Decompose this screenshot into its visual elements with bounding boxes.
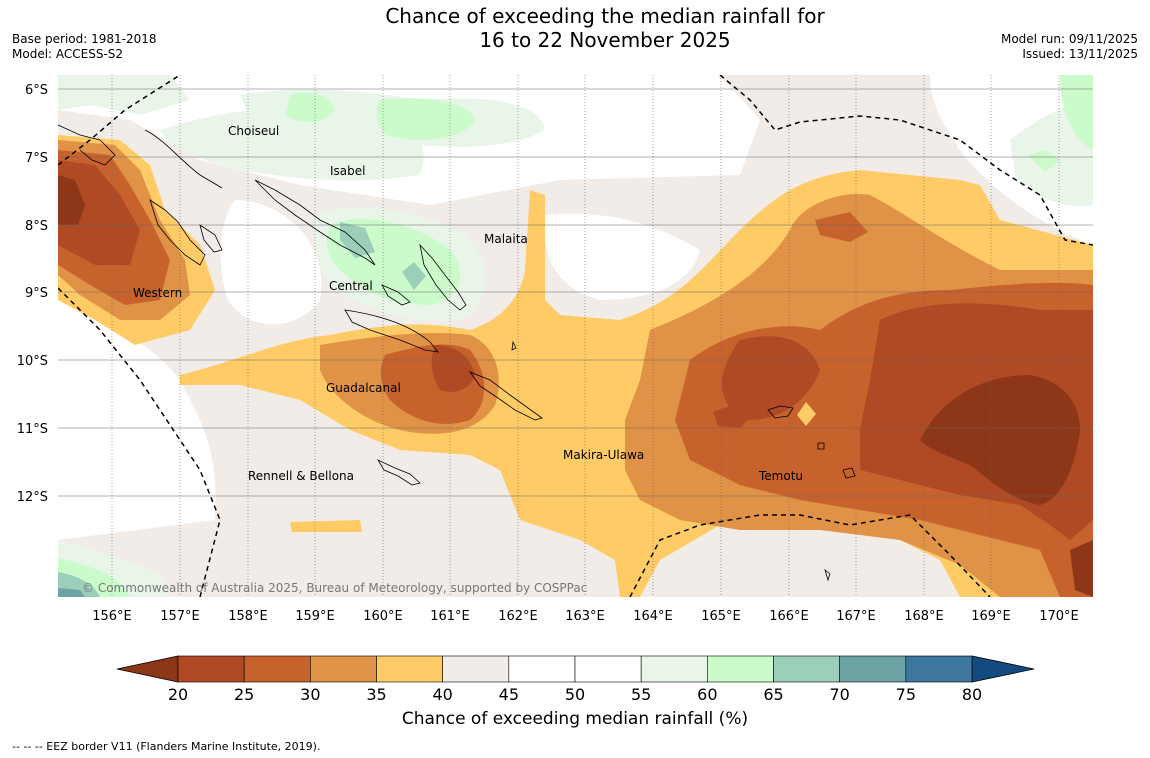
colorbar-segment [707, 655, 774, 683]
colorbar-tick-label: 80 [962, 685, 982, 704]
graticule [58, 75, 1093, 597]
map-title-line-2: 16 to 22 November 2025 [479, 28, 731, 52]
colorbar: 20 25 30 35 40 45 50 55 60 65 70 75 80 [116, 655, 1035, 704]
colorbar-segment [574, 655, 642, 683]
lon-label: 162°E [498, 609, 538, 624]
probability-contours [58, 75, 1093, 597]
lat-label: 7°S [25, 151, 48, 166]
colorbar-tick-label: 25 [234, 685, 254, 704]
lat-label: 8°S [25, 219, 48, 234]
lon-label: 164°E [633, 609, 673, 624]
colorbar-segment [773, 655, 840, 683]
lon-label: 165°E [701, 609, 741, 624]
region-label-malaita: Malaita [484, 232, 528, 246]
colorbar-tick-label: 60 [697, 685, 717, 704]
map-title-line-1: Chance of exceeding the median rainfall … [385, 4, 825, 28]
colorbar-tick-label: 55 [631, 685, 651, 704]
region-labels: Choiseul Isabel Malaita Western Central … [133, 124, 803, 483]
region-label-rennell-bellona: Rennell & Bellona [248, 469, 354, 483]
lon-label: 156°E [92, 609, 132, 624]
eez-border [58, 75, 1093, 597]
lat-label: 10°S [17, 354, 48, 369]
region-label-isabel: Isabel [330, 164, 365, 178]
region-label-temotu: Temotu [758, 469, 803, 483]
longitude-labels: 156°E 157°E 158°E 159°E 160°E 161°E 162°… [92, 609, 1079, 624]
colorbar-segment [640, 655, 708, 683]
colorbar-segment [310, 655, 377, 683]
colorbar-tick-label: 65 [763, 685, 783, 704]
map-copyright: © Commonwealth of Australia 2025, Bureau… [82, 581, 587, 595]
eez-footnote: -- -- -- EEZ border V11 (Flanders Marine… [12, 740, 321, 753]
lon-label: 159°E [295, 609, 335, 624]
base-period: Base period: 1981-2018 [12, 32, 157, 46]
colorbar-segment [177, 655, 245, 683]
lat-label: 12°S [17, 490, 48, 505]
region-label-central: Central [329, 279, 373, 293]
lon-label: 161°E [430, 609, 470, 624]
colorbar-segment [442, 655, 510, 683]
colorbar-high-extend [971, 655, 1035, 683]
region-label-guadalcanal: Guadalcanal [326, 381, 401, 395]
coastlines [58, 124, 856, 582]
latitude-labels: 6°S 7°S 8°S 9°S 10°S 11°S 12°S [17, 83, 48, 505]
colorbar-label: Chance of exceeding median rainfall (%) [401, 709, 749, 729]
lat-label: 11°S [17, 422, 48, 437]
lon-label: 169°E [971, 609, 1011, 624]
issued-date: Issued: 13/11/2025 [1022, 47, 1138, 61]
colorbar-tick-label: 35 [366, 685, 386, 704]
lon-label: 168°E [904, 609, 944, 624]
meta-left: Base period: 1981-2018 Model: ACCESS-S2 [12, 32, 157, 62]
colorbar-tick-label: 45 [499, 685, 519, 704]
region-label-makira-ulawa: Makira-Ulawa [563, 448, 644, 462]
lon-label: 157°E [160, 609, 200, 624]
region-label-choiseul: Choiseul [228, 124, 279, 138]
lon-label: 160°E [363, 609, 403, 624]
colorbar-tick-label: 70 [829, 685, 849, 704]
colorbar-tick-label: 50 [565, 685, 585, 704]
meta-right: Model run: 09/11/2025 Issued: 13/11/2025 [1001, 32, 1138, 62]
model-name: Model: ACCESS-S2 [12, 47, 124, 61]
colorbar-segment [905, 655, 973, 683]
colorbar-low-extend [116, 655, 179, 683]
colorbar-segment [839, 655, 907, 683]
colorbar-tick-label: 40 [432, 685, 452, 704]
colorbar-tick-label: 75 [896, 685, 916, 704]
colorbar-tick-label: 30 [300, 685, 320, 704]
lon-label: 170°E [1039, 609, 1079, 624]
lon-label: 158°E [228, 609, 268, 624]
colorbar-segment [376, 655, 443, 683]
lon-label: 166°E [769, 609, 809, 624]
colorbar-tick-label: 20 [168, 685, 188, 704]
lon-label: 163°E [565, 609, 605, 624]
lat-label: 9°S [25, 286, 48, 301]
lon-label: 167°E [836, 609, 876, 624]
colorbar-segment [243, 655, 311, 683]
model-run: Model run: 09/11/2025 [1000, 32, 1138, 46]
colorbar-segment [508, 655, 576, 683]
lat-label: 6°S [25, 83, 48, 98]
region-label-western: Western [133, 286, 182, 300]
